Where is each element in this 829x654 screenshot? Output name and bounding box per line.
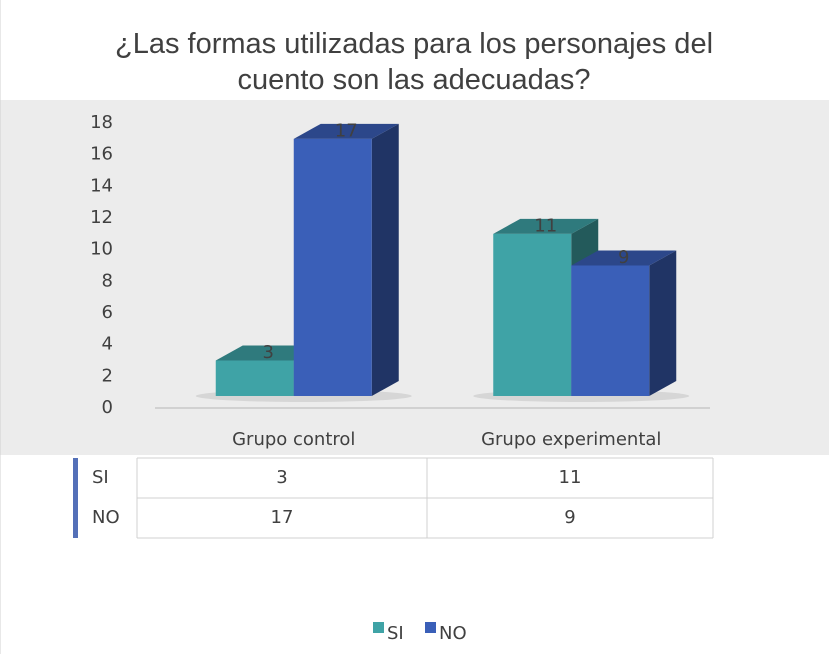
y-tick-label: 8: [102, 270, 113, 291]
y-tick-label: 10: [90, 239, 113, 260]
data-label: 11: [534, 215, 557, 236]
plot-background: [0, 100, 829, 455]
y-tick-label: 2: [102, 365, 113, 386]
y-tick-label: 0: [102, 397, 113, 418]
chart-title: ¿Las formas utilizadas para los personaj…: [115, 28, 713, 96]
bar-front: [571, 265, 650, 396]
data-label: 17: [335, 120, 358, 141]
y-tick-label: 16: [90, 144, 113, 165]
table-cell: 11: [559, 467, 582, 488]
bar-top: [293, 123, 399, 139]
bar-front: [493, 233, 572, 396]
bar-front: [215, 360, 294, 396]
bar: [293, 123, 399, 397]
x-tick-label: Grupo control: [232, 429, 355, 450]
legend-swatch: [373, 622, 384, 633]
table-cell: 17: [271, 507, 294, 528]
y-tick-label: 18: [90, 112, 113, 133]
bar-front: [293, 138, 372, 397]
table-marker: [73, 458, 78, 538]
legend-label: NO: [439, 623, 467, 644]
table-cell: 3: [276, 467, 287, 488]
y-tick-label: 4: [102, 334, 113, 355]
y-tick-label: 6: [102, 302, 113, 323]
table-row-label: NO: [92, 507, 120, 528]
table-cell: 9: [564, 507, 575, 528]
data-label: 9: [618, 247, 629, 268]
y-tick-label: 12: [90, 207, 113, 228]
bar-top: [571, 250, 677, 266]
table-row-label: SI: [92, 467, 109, 488]
bar-side: [649, 250, 677, 396]
legend-label: SI: [387, 623, 404, 644]
x-tick-label: Grupo experimental: [481, 429, 661, 450]
y-tick-label: 14: [90, 175, 113, 196]
bar-top: [493, 218, 599, 234]
legend-swatch: [425, 622, 436, 633]
bar: [571, 250, 677, 396]
bar-side: [371, 123, 399, 396]
data-label: 3: [263, 342, 274, 363]
